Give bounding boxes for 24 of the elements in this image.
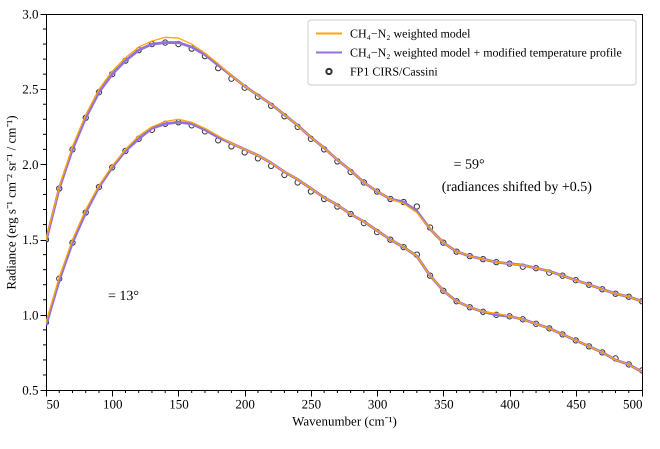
x-tick-label: 450 — [566, 396, 586, 412]
y-tick-label: 2.0 — [22, 156, 38, 172]
y-axis-title: Radiance (erg s⁻¹ cm⁻² sr⁻¹ / cm⁻¹) — [3, 115, 18, 290]
x-tick-label: 400 — [500, 396, 520, 412]
y-tick-label: 3.0 — [22, 6, 38, 22]
legend-label: CH₄−N₂ weighted model — [350, 26, 472, 40]
x-tick-label: 250 — [302, 396, 322, 412]
x-tick-label: 350 — [434, 396, 454, 412]
annotation: = 59° — [454, 157, 485, 172]
x-tick-label: 200 — [235, 396, 255, 412]
x-tick-label: 100 — [102, 396, 122, 412]
y-tick-label: 2.5 — [22, 82, 38, 97]
y-tick-label: 1.5 — [22, 232, 38, 248]
annotation: (radiances shifted by +0.5) — [442, 180, 592, 195]
legend-label: FP1 CIRS/Cassini — [350, 64, 438, 78]
y-tick-label: 1.0 — [22, 307, 38, 322]
x-tick-label: 150 — [169, 396, 189, 412]
y-tick-label: 0.5 — [22, 382, 38, 398]
annotation: = 13° — [108, 289, 139, 304]
legend-label: CH₄−N₂ weighted model + modified temperature profile — [350, 46, 622, 60]
x-tick-label: 300 — [368, 396, 388, 412]
x-axis-title: Wavenumber (cm⁻¹) — [292, 414, 397, 428]
x-tick-label: 50 — [46, 396, 60, 412]
x-tick-label: 500 — [623, 396, 642, 412]
